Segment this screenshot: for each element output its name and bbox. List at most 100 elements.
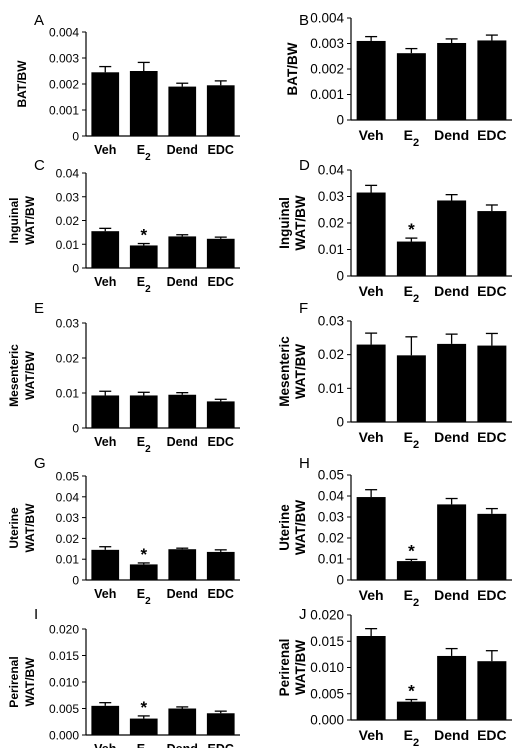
y-axis-label: Mesenteric xyxy=(277,336,292,407)
category-label: Dend xyxy=(434,587,469,603)
y-tick-label: 0.004 xyxy=(310,11,344,26)
y-tick-label: 0.05 xyxy=(56,470,80,484)
bar-veh xyxy=(91,231,120,268)
bar-dend xyxy=(168,394,197,428)
bar-edc xyxy=(206,401,235,428)
bar-veh xyxy=(356,40,386,121)
bar-veh xyxy=(356,636,386,720)
category-label: Dend xyxy=(167,143,198,157)
panel-h: H 0 0.01 0.02 0.03 0.04 0.05 Uterine WAT/BW Veh * E… xyxy=(277,455,512,609)
category-label: Veh xyxy=(359,127,384,143)
y-tick-label: 0.020 xyxy=(310,608,344,623)
y-tick-label: 0.01 xyxy=(56,387,80,401)
panel-j: J 0.000 0.005 0.010 0.015 0.020 Perirenal WAT/B… xyxy=(277,606,512,748)
y-tick-label: 0.04 xyxy=(318,489,345,504)
y-tick-label: 0 xyxy=(72,422,79,436)
y-tick-label: 0 xyxy=(72,574,79,588)
category-label: Veh xyxy=(94,587,116,601)
y-axis-label: Mesenteric xyxy=(7,344,21,407)
category-label: EDC xyxy=(208,587,234,601)
significance-star: * xyxy=(408,682,415,701)
y-tick-label: 0.03 xyxy=(56,511,80,525)
y-tick-label: 0.01 xyxy=(318,381,344,396)
panel-b: B 0 0.001 0.002 0.003 0.004 BAT/BW Veh E2 Dend EDC xyxy=(285,11,512,149)
bar-dend xyxy=(168,549,197,580)
y-tick-label: 0.04 xyxy=(56,167,80,181)
y-axis-label: WAT/BW xyxy=(23,195,37,245)
bar-veh xyxy=(356,192,386,276)
y-tick-label: 0.01 xyxy=(318,242,344,257)
y-tick-label: 0.03 xyxy=(56,317,80,331)
panel-letter: G xyxy=(34,455,46,472)
category-label: Veh xyxy=(94,143,116,157)
y-axis-label: Inguinal xyxy=(7,198,21,244)
panel-d: D 0 0.01 0.02 0.03 0.04 Inguinal WAT/BW Veh * E2 De… xyxy=(277,157,512,305)
y-tick-label: 0.010 xyxy=(310,660,344,675)
category-label: E2 xyxy=(137,143,151,163)
y-tick-label: 0.002 xyxy=(310,62,344,77)
y-tick-label: 0.000 xyxy=(310,713,344,728)
y-tick-label: 0.01 xyxy=(56,238,80,252)
category-label: E2 xyxy=(137,275,151,295)
category-label: E2 xyxy=(404,587,419,609)
bar-edc xyxy=(206,85,235,136)
category-label: E2 xyxy=(404,429,419,451)
y-tick-label: 0.001 xyxy=(310,87,344,102)
category-label: E2 xyxy=(404,283,419,305)
y-tick-label: 0.004 xyxy=(49,26,79,40)
panel-letter: J xyxy=(299,606,307,623)
bar-dend xyxy=(437,42,467,120)
panel-letter: C xyxy=(34,157,45,174)
bar-edc xyxy=(206,551,235,580)
category-label: Veh xyxy=(94,742,116,748)
y-tick-label: 0 xyxy=(336,573,344,588)
bar-veh xyxy=(91,395,120,428)
bar-e2 xyxy=(129,564,158,580)
category-label: Dend xyxy=(167,275,198,289)
y-tick-label: 0 xyxy=(336,415,344,430)
panel-letter: D xyxy=(299,157,310,174)
y-tick-label: 0.02 xyxy=(318,216,344,231)
category-label: Veh xyxy=(359,727,384,743)
category-label: EDC xyxy=(477,429,507,445)
category-label: EDC xyxy=(208,143,234,157)
bar-e2 xyxy=(396,241,426,276)
category-label: E2 xyxy=(137,435,151,455)
category-label: Dend xyxy=(434,727,469,743)
bar-dend xyxy=(437,655,467,720)
bar-edc xyxy=(477,345,507,422)
bar-edc xyxy=(477,661,507,720)
y-axis-label: BAT/BW xyxy=(15,60,29,108)
bar-e2 xyxy=(396,701,426,720)
category-label: Veh xyxy=(359,429,384,445)
y-tick-label: 0.02 xyxy=(318,347,344,362)
bar-veh xyxy=(356,497,386,580)
category-label: E2 xyxy=(404,727,419,748)
bar-dend xyxy=(437,504,467,580)
y-axis-label: Uterine xyxy=(277,504,292,551)
y-axis-label: Uterine xyxy=(7,507,21,549)
y-tick-label: 0.001 xyxy=(49,104,79,118)
bar-edc xyxy=(206,713,235,735)
bar-dend xyxy=(168,86,197,136)
category-label: EDC xyxy=(477,727,507,743)
panel-letter: H xyxy=(299,455,310,472)
bar-e2 xyxy=(396,355,426,422)
y-axis-label: WAT/BW xyxy=(293,500,308,555)
y-tick-label: 0.010 xyxy=(49,676,79,690)
y-tick-label: 0.02 xyxy=(56,352,80,366)
y-tick-label: 0.02 xyxy=(318,531,344,546)
y-tick-label: 0.000 xyxy=(49,729,79,743)
panel-letter: B xyxy=(299,12,309,29)
bar-veh xyxy=(91,72,120,136)
y-tick-label: 0.003 xyxy=(49,52,79,66)
y-tick-label: 0.03 xyxy=(56,190,80,204)
y-axis-label: Perirenal xyxy=(277,639,292,697)
y-tick-label: 0 xyxy=(72,130,79,144)
panel-g: G 0 0.01 0.02 0.03 0.04 0.05 Uterine WAT/BW Veh * E… xyxy=(7,455,240,607)
y-tick-label: 0.002 xyxy=(49,78,79,92)
bar-e2 xyxy=(396,561,426,580)
category-label: E2 xyxy=(137,587,151,607)
significance-star: * xyxy=(408,220,415,239)
bar-e2 xyxy=(129,718,158,735)
